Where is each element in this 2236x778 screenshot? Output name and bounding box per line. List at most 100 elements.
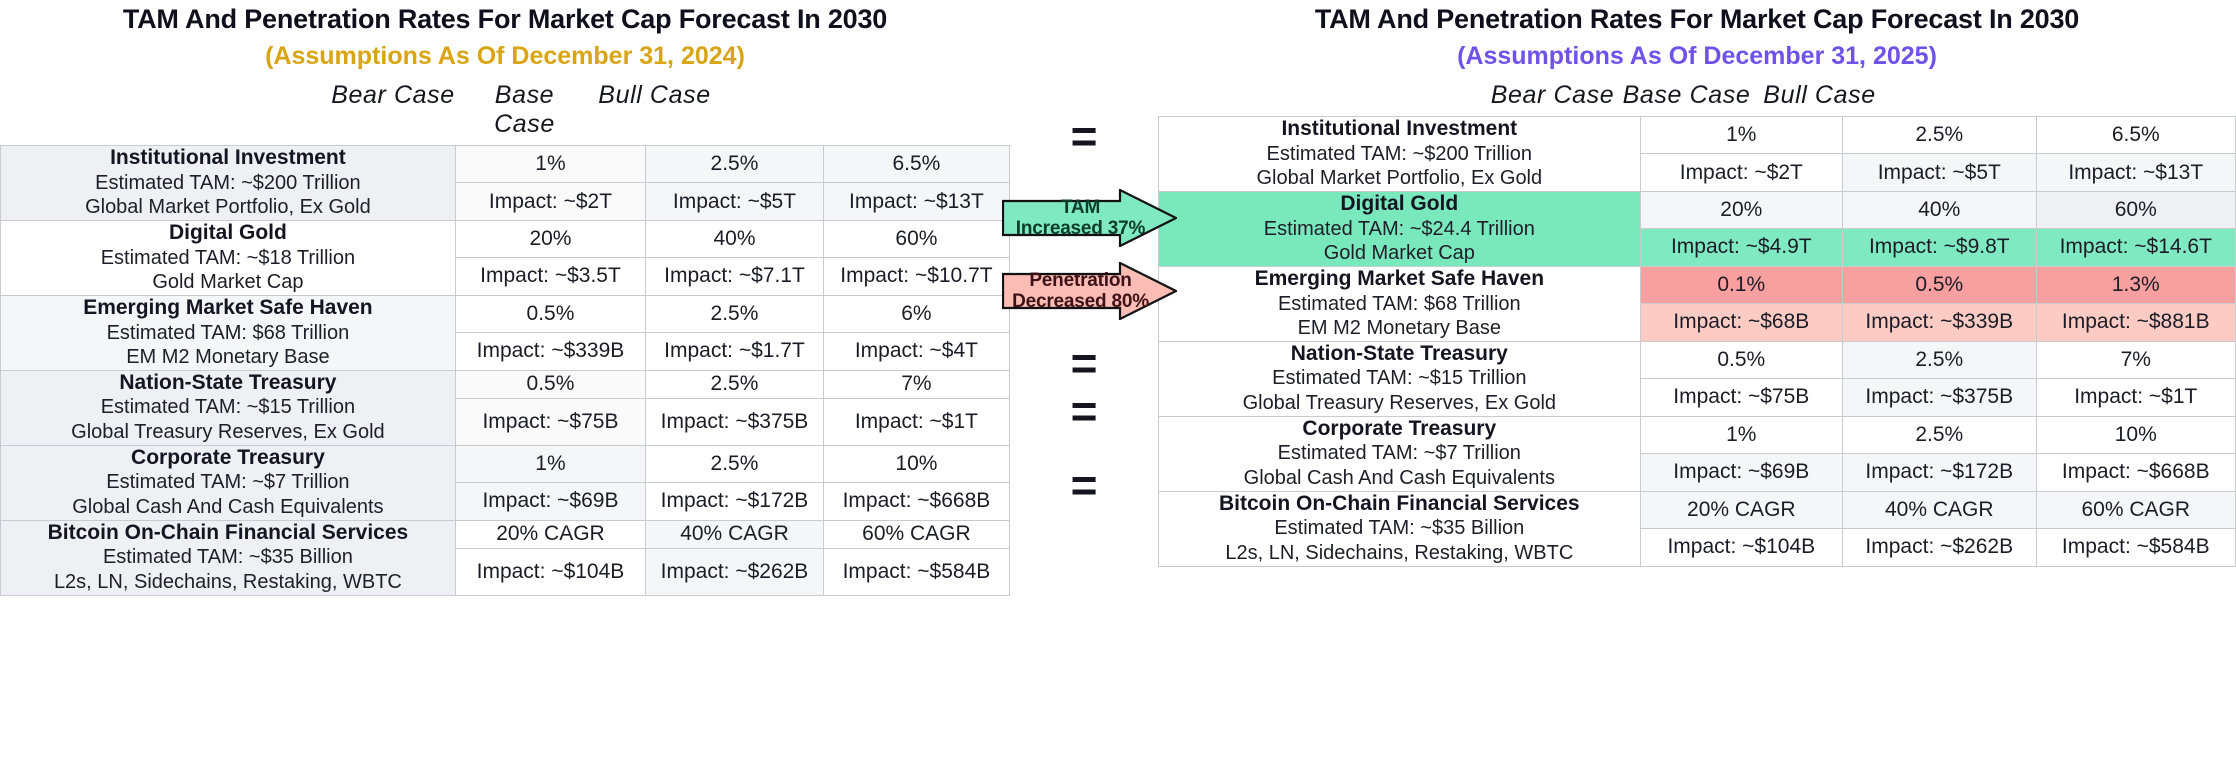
right-header-spacer: [1158, 81, 1484, 114]
rate-cell-base: 2.5%: [645, 294, 824, 334]
row-desc: L2s, LN, Sidechains, Restaking, WBTC: [1225, 541, 1574, 564]
rate-cell-base: 2.5%: [645, 444, 824, 484]
impact-cell-base: Impact: ~$262B: [1842, 528, 2037, 567]
impact-cell-base: Impact: ~$375B: [645, 397, 824, 446]
row-title: Corporate Treasury: [1302, 416, 1497, 440]
green-arrow-shape: [1002, 189, 1177, 247]
rate-cell-bull: 1.3%: [2035, 265, 2236, 305]
row-tam: Estimated TAM: ~$15 Trillion: [1272, 367, 1527, 390]
impact-cell-base: Impact: ~$262B: [645, 547, 824, 596]
row-title: Institutional Investment: [110, 145, 346, 169]
impact-cell-base: Impact: ~$375B: [1842, 378, 2037, 417]
rate-cell-base: 40%: [645, 219, 824, 259]
impact-cell-bear: Impact: ~$4.9T: [1639, 228, 1844, 267]
row-title: Bitcoin On-Chain Financial Services: [47, 520, 409, 544]
impact-cell-bull: Impact: ~$4T: [822, 332, 1011, 371]
tam-banner-line1: TAM: [1060, 196, 1101, 218]
impact-cell-bull: Impact: ~$10.7T: [822, 257, 1011, 296]
rate-cell-bear: 0.5%: [454, 294, 647, 334]
row-tam: Estimated TAM: ~$15 Trillion: [100, 396, 356, 419]
row-label-cell: Corporate Treasury Estimated TAM: ~$7 Tr…: [0, 444, 456, 521]
impact-text: Impact: ~$375B: [660, 409, 809, 433]
row-tam: Estimated TAM: ~$7 Trillion: [1277, 442, 1521, 465]
table-row: Nation-State Treasury Estimated TAM: ~$1…: [0, 369, 1011, 446]
right-table: Institutional Investment Estimated TAM: …: [1158, 115, 2236, 567]
row-tam: Estimated TAM: ~$35 Billion: [102, 546, 353, 569]
table-row: Bitcoin On-Chain Financial Services Esti…: [0, 519, 1011, 596]
rate-cell-bull: 6.5%: [822, 144, 1011, 184]
rate-cell-bear: 20% CAGR: [454, 519, 647, 549]
row-desc: Global Cash And Cash Equivalents: [72, 496, 384, 519]
equals-sign-4: =: [1070, 459, 1098, 511]
left-title-block: TAM And Penetration Rates For Market Cap…: [0, 0, 1010, 71]
impact-cell-bull: Impact: ~$881B: [2035, 303, 2236, 342]
row-label-cell: Bitcoin On-Chain Financial Services Esti…: [0, 519, 456, 596]
row-title: Nation-State Treasury: [1290, 341, 1508, 365]
row-title: Bitcoin On-Chain Financial Services: [1219, 491, 1580, 515]
pen-banner-line1: Penetration: [1029, 269, 1132, 291]
impact-cell-bear: Impact: ~$3.5T: [454, 257, 647, 296]
row-label-cell: Institutional Investment Estimated TAM: …: [0, 144, 456, 221]
rate-cell-bear: 0.5%: [1639, 340, 1844, 380]
impact-cell-bear: Impact: ~$339B: [454, 332, 647, 371]
left-panel-title: TAM And Penetration Rates For Market Cap…: [122, 4, 888, 34]
row-tam: Estimated TAM: $68 Trillion: [1277, 292, 1521, 315]
rate-cell-bear: 1%: [454, 144, 647, 184]
right-panel-subtitle: (Assumptions As Of December 31, 2025): [1457, 41, 1937, 70]
table-row: Impact: ~$4.9T Impact: ~$9.8T Impact: ~$…: [1159, 228, 2236, 267]
right-panel-title: TAM And Penetration Rates For Market Cap…: [1314, 4, 2080, 34]
impact-cell-bear: Impact: ~$75B: [1639, 378, 1844, 417]
table-row: Impact: ~$2T Impact: ~$5T Impact: ~$13T: [1, 182, 1011, 221]
right-title-block: TAM And Penetration Rates For Market Cap…: [1158, 0, 2236, 71]
tam-increase-arrow-banner: TAM Increased 37%: [1002, 189, 1177, 247]
row-tam: Estimated TAM: ~$200 Trillion: [1266, 142, 1533, 165]
table-row: Impact: ~$68B Impact: ~$339B Impact: ~$8…: [1159, 303, 2236, 342]
row-title: Digital Gold: [1340, 191, 1459, 215]
pen-banner-line2: Decreased 80%: [1012, 291, 1149, 312]
rate-cell-base: 2.5%: [645, 144, 824, 184]
rate-cell-bull: 60% CAGR: [2035, 490, 2236, 530]
impact-cell-bear: Impact: ~$2T: [454, 182, 647, 221]
impact-cell-base: Impact: ~$5T: [645, 182, 824, 221]
rate-cell-bear: 0.5%: [454, 369, 647, 399]
row-desc: Global Market Portfolio, Ex Gold: [85, 196, 371, 219]
impact-cell-bull: Impact: ~$13T: [822, 182, 1011, 221]
left-col-header-base: Base Case: [494, 80, 555, 138]
table-row: Impact: ~$2T Impact: ~$5T Impact: ~$13T: [1159, 153, 2236, 192]
impact-cell-base: Impact: ~$172B: [645, 482, 824, 521]
rate-cell-base: 0.5%: [1842, 265, 2037, 305]
row-label-cell: Institutional Investment Estimated TAM: …: [1158, 115, 1641, 192]
rate-cell-bear: 0.1%: [1639, 265, 1844, 305]
row-title: Emerging Market Safe Haven: [83, 295, 373, 319]
row-desc: Global Market Portfolio, Ex Gold: [1256, 167, 1543, 190]
impact-cell-base: Impact: ~$7.1T: [645, 257, 824, 296]
row-tam: Estimated TAM: ~$18 Trillion: [100, 246, 356, 269]
tam-banner-text: TAM Increased 37%: [1016, 197, 1163, 240]
row-label-cell: Nation-State Treasury Estimated TAM: ~$1…: [1158, 340, 1641, 417]
rate-cell-bull: 60%: [2035, 190, 2236, 230]
row-desc: Global Cash And Cash Equivalents: [1243, 467, 1555, 490]
impact-text: Impact: ~$262B: [660, 559, 809, 583]
row-title: Digital Gold: [168, 220, 287, 244]
impact-cell-bear: Impact: ~$2T: [1639, 153, 1844, 192]
row-label-cell: Nation-State Treasury Estimated TAM: ~$1…: [0, 369, 456, 446]
table-row: Impact: ~$3.5T Impact: ~$7.1T Impact: ~$…: [1, 257, 1011, 296]
table-row: Emerging Market Safe Haven Estimated TAM…: [1158, 265, 2236, 342]
left-header-spacer: [0, 81, 325, 143]
equals-sign-2: =: [1070, 337, 1098, 389]
row-tam: Estimated TAM: $68 Trillion: [106, 321, 350, 344]
table-row: Impact: ~$75B Impact: ~$375B Impact: ~$1…: [1, 397, 1011, 446]
equals-sign-3: =: [1070, 385, 1098, 437]
row-desc: Gold Market Cap: [1323, 242, 1475, 265]
row-desc: EM M2 Monetary Base: [126, 346, 330, 369]
left-table: Institutional Investment Estimated TAM: …: [0, 144, 1011, 596]
rate-cell-bear: 1%: [454, 444, 647, 484]
impact-cell-bear: Impact: ~$104B: [454, 547, 647, 596]
left-column-headers: Bear Case Base Case Bull Case: [0, 81, 1010, 143]
rate-cell-base: 2.5%: [645, 369, 824, 399]
table-row: Digital Gold Estimated TAM: ~$18 Trillio…: [0, 219, 1011, 296]
impact-cell-bull: Impact: ~$13T: [2035, 153, 2236, 192]
rate-cell-base: 40% CAGR: [1842, 490, 2037, 530]
table-row: Emerging Market Safe Haven Estimated TAM…: [0, 294, 1011, 371]
row-title: Emerging Market Safe Haven: [1254, 266, 1545, 290]
